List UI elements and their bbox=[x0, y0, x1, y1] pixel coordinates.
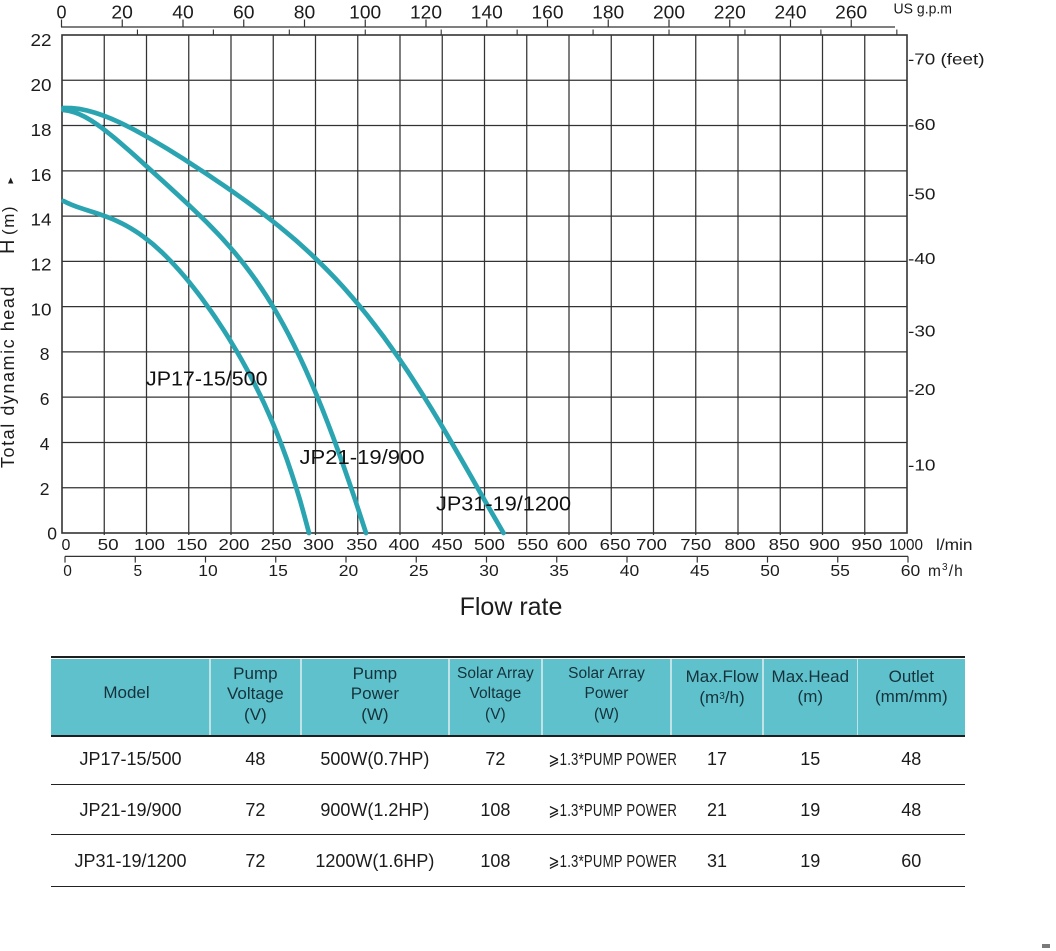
svg-text:50: 50 bbox=[98, 537, 119, 554]
svg-text:40: 40 bbox=[172, 3, 194, 23]
svg-text:-10: -10 bbox=[908, 457, 936, 474]
svg-text:35: 35 bbox=[549, 563, 569, 580]
svg-text:900: 900 bbox=[809, 537, 840, 554]
svg-text:-50: -50 bbox=[908, 187, 936, 204]
svg-text:10: 10 bbox=[198, 563, 218, 580]
svg-text:Flow rate: Flow rate bbox=[460, 593, 563, 621]
svg-text:200: 200 bbox=[653, 3, 685, 23]
svg-text:14: 14 bbox=[31, 210, 52, 230]
svg-text:1000: 1000 bbox=[889, 537, 923, 554]
svg-text:60: 60 bbox=[233, 3, 255, 23]
svg-text:50: 50 bbox=[760, 563, 780, 580]
svg-text:0: 0 bbox=[47, 524, 57, 544]
svg-text:260: 260 bbox=[835, 3, 867, 23]
svg-text:650: 650 bbox=[600, 537, 631, 554]
svg-text:-40: -40 bbox=[908, 251, 936, 268]
svg-text:750: 750 bbox=[680, 537, 711, 554]
svg-text:160: 160 bbox=[532, 3, 564, 23]
svg-text:0: 0 bbox=[62, 537, 71, 554]
svg-text:55: 55 bbox=[830, 563, 850, 580]
svg-text:550: 550 bbox=[517, 537, 548, 554]
svg-text:140: 140 bbox=[471, 3, 503, 23]
svg-text:6: 6 bbox=[40, 389, 50, 409]
svg-text:18: 18 bbox=[31, 120, 52, 140]
svg-text:80: 80 bbox=[294, 3, 316, 23]
svg-text:16: 16 bbox=[31, 165, 52, 185]
svg-text:180: 180 bbox=[592, 3, 624, 23]
svg-text:10: 10 bbox=[31, 299, 52, 319]
svg-text:60: 60 bbox=[901, 563, 921, 580]
svg-text:-30: -30 bbox=[908, 324, 936, 341]
svg-text:8: 8 bbox=[40, 344, 50, 364]
svg-text:l/min: l/min bbox=[936, 537, 973, 554]
svg-text:JP17-15/500: JP17-15/500 bbox=[146, 368, 268, 391]
svg-text:22: 22 bbox=[31, 30, 52, 50]
svg-text:20: 20 bbox=[339, 563, 359, 580]
svg-text:30: 30 bbox=[479, 563, 499, 580]
svg-text:25: 25 bbox=[409, 563, 429, 580]
svg-text:600: 600 bbox=[557, 537, 588, 554]
svg-text:150: 150 bbox=[176, 537, 207, 554]
svg-text:240: 240 bbox=[775, 3, 807, 23]
svg-text:120: 120 bbox=[410, 3, 442, 23]
svg-text:40: 40 bbox=[620, 563, 640, 580]
svg-text:700: 700 bbox=[636, 537, 667, 554]
svg-text:45: 45 bbox=[690, 563, 710, 580]
svg-text:20: 20 bbox=[111, 3, 133, 23]
svg-text:850: 850 bbox=[769, 537, 800, 554]
svg-text:Total dynamic headH(m): Total dynamic headH(m) bbox=[0, 205, 19, 468]
svg-text:500: 500 bbox=[474, 537, 505, 554]
svg-text:300: 300 bbox=[303, 537, 334, 554]
svg-text:20: 20 bbox=[31, 75, 52, 95]
svg-text:100: 100 bbox=[134, 537, 165, 554]
svg-text:400: 400 bbox=[389, 537, 420, 554]
svg-text:JP21-19/900: JP21-19/900 bbox=[300, 446, 425, 469]
svg-text:12: 12 bbox=[31, 255, 52, 275]
svg-text:-20: -20 bbox=[908, 382, 936, 399]
svg-text:US g.p.m: US g.p.m bbox=[894, 2, 953, 18]
svg-text:15: 15 bbox=[268, 563, 288, 580]
svg-text:220: 220 bbox=[714, 3, 746, 23]
svg-text:5: 5 bbox=[133, 563, 142, 580]
svg-text:-60: -60 bbox=[908, 117, 936, 134]
svg-text:JP31-19/1200: JP31-19/1200 bbox=[436, 493, 571, 516]
svg-text:2: 2 bbox=[40, 479, 50, 499]
svg-text:0: 0 bbox=[56, 3, 66, 23]
svg-text:950: 950 bbox=[851, 537, 882, 554]
svg-text:800: 800 bbox=[725, 537, 756, 554]
svg-text:100: 100 bbox=[349, 3, 381, 23]
svg-text:4: 4 bbox=[40, 434, 50, 454]
svg-text:450: 450 bbox=[432, 537, 463, 554]
svg-text:-70 (feet): -70 (feet) bbox=[908, 52, 985, 69]
svg-text:250: 250 bbox=[261, 537, 292, 554]
svg-text:350: 350 bbox=[346, 537, 377, 554]
svg-text:m3/h: m3/h bbox=[928, 562, 964, 580]
svg-text:200: 200 bbox=[219, 537, 250, 554]
svg-text:0: 0 bbox=[63, 563, 72, 580]
